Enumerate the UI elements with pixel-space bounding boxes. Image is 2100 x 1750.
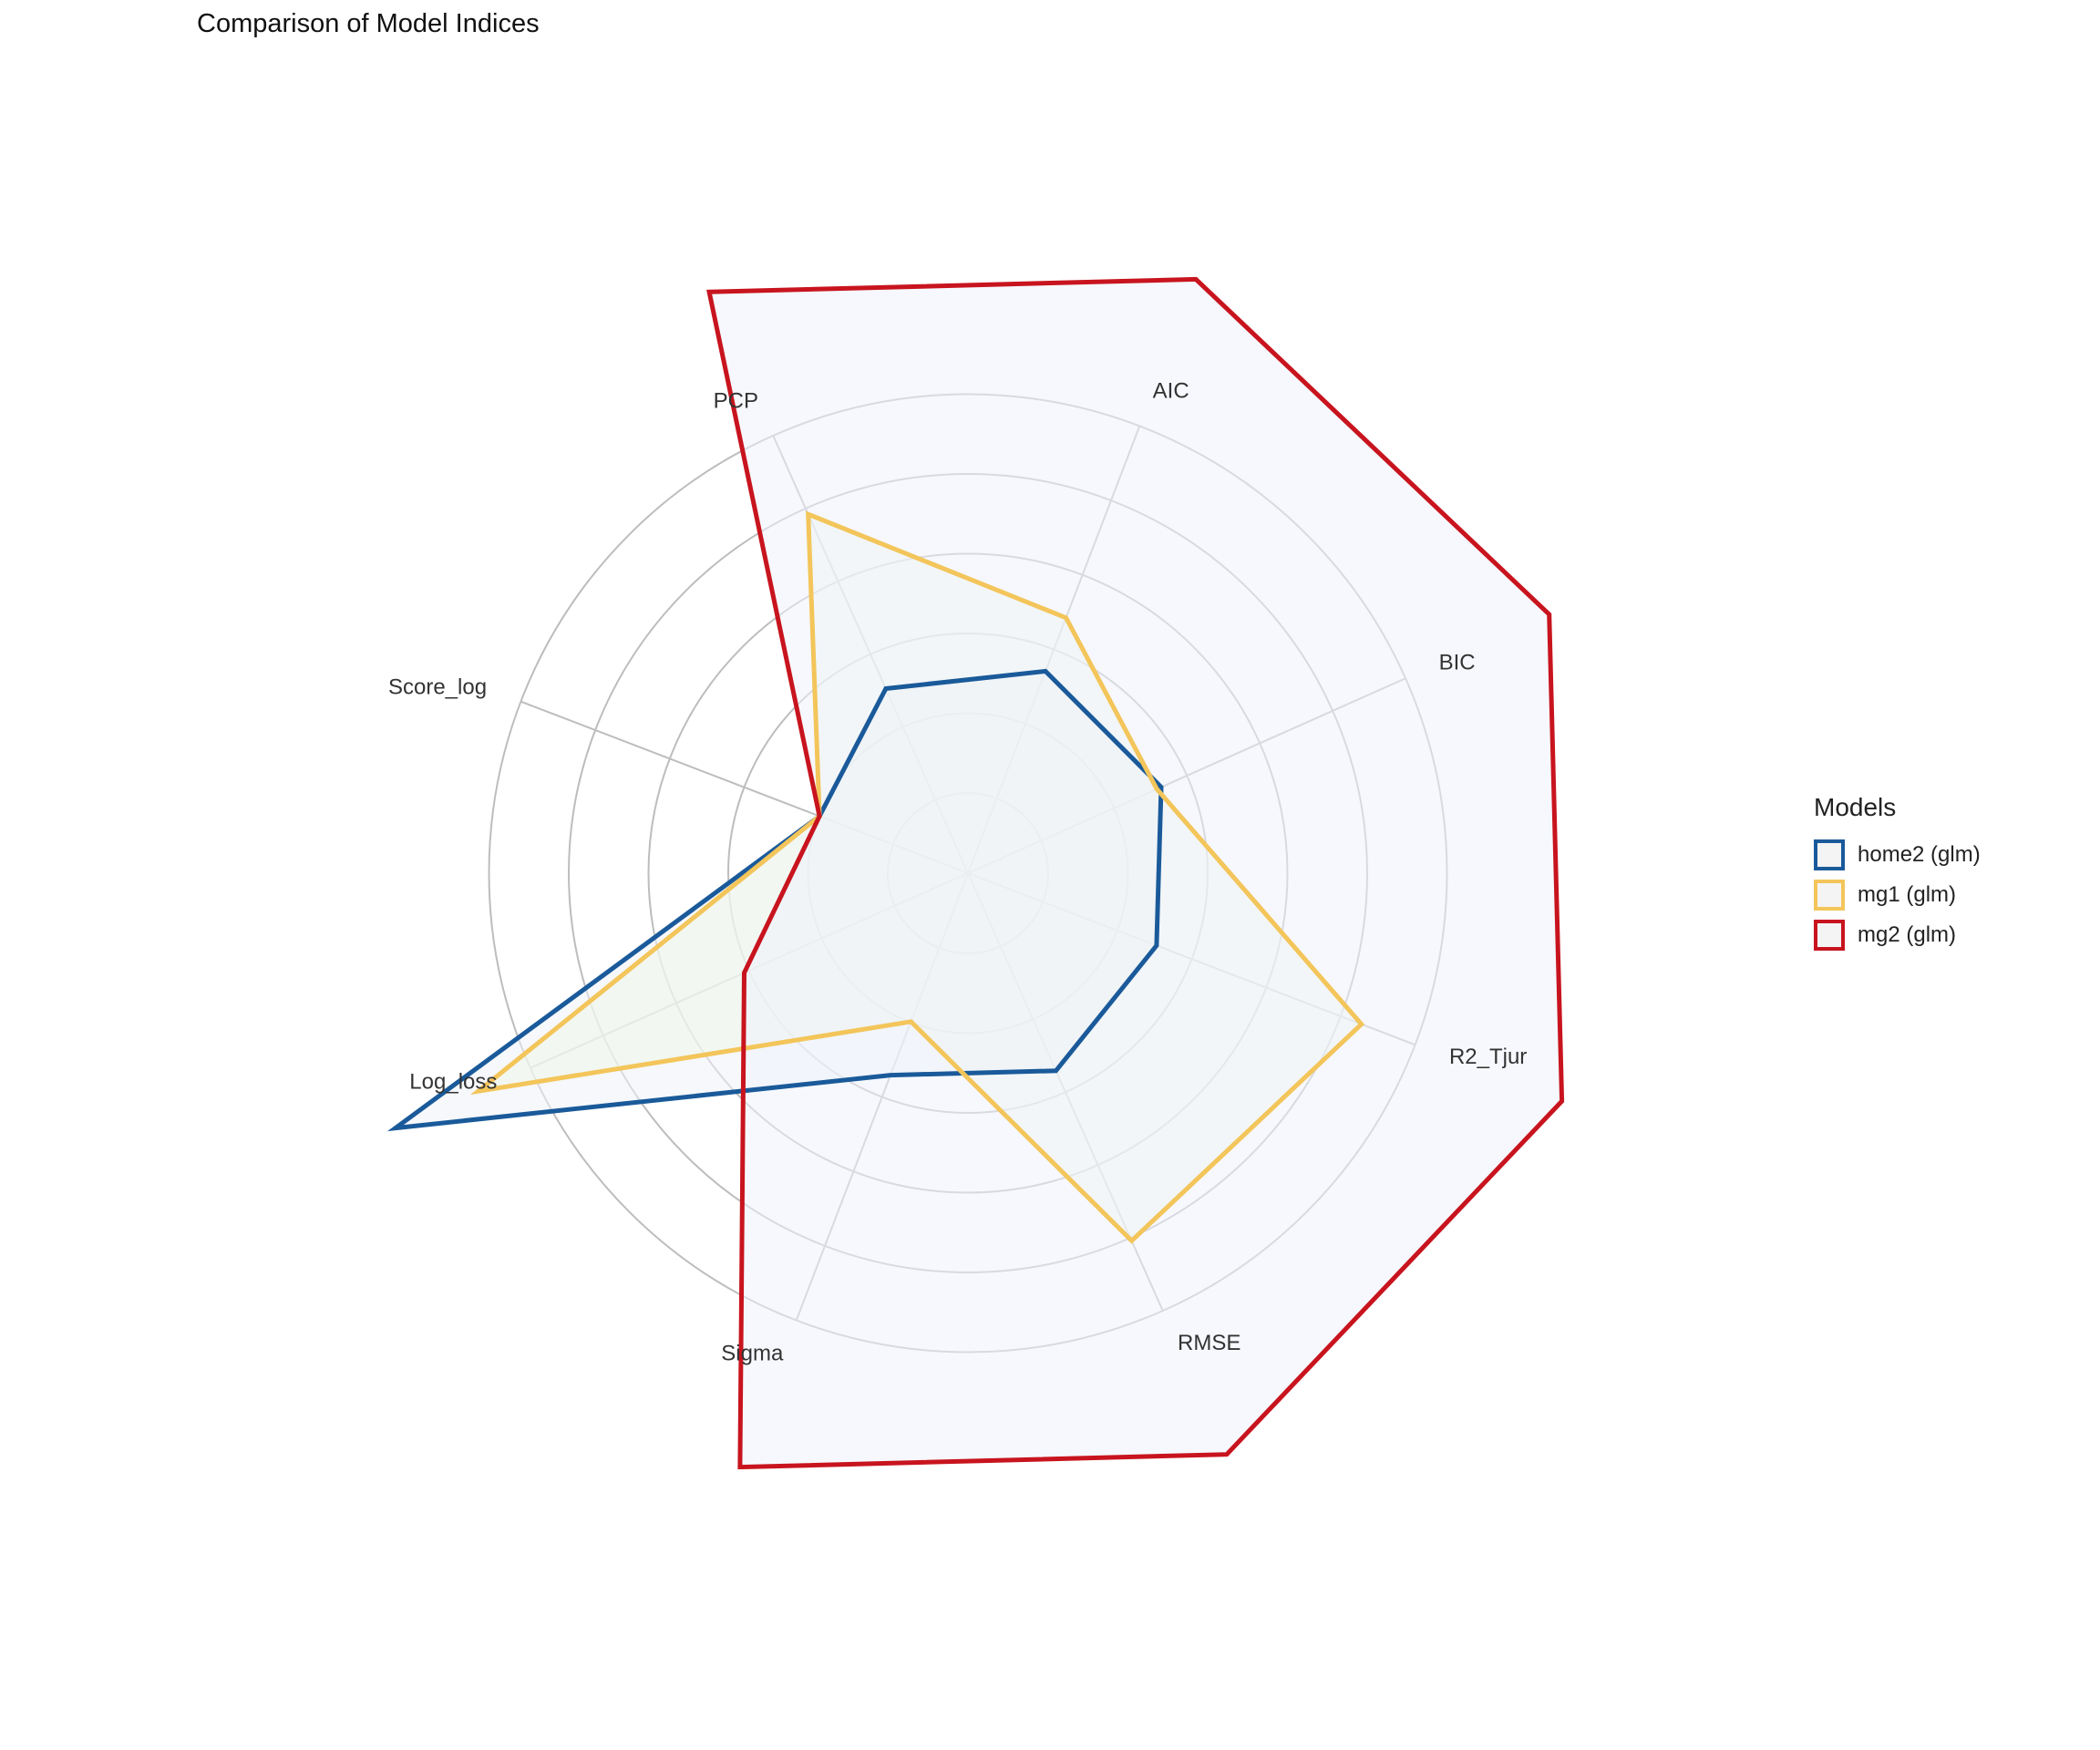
legend-title: Models: [1814, 793, 1897, 821]
axis-label-aic: AIC: [1153, 378, 1189, 403]
legend-item-home2: home2 (glm): [1814, 835, 1981, 875]
series-fill-mg2: [709, 279, 1562, 1467]
axis-label-bic: BIC: [1439, 650, 1476, 674]
axis-label-rmse: RMSE: [1178, 1331, 1240, 1355]
axis-label-pcp: PCP: [714, 389, 758, 414]
legend-label-mg2: mg2 (glm): [1858, 922, 1957, 947]
legend-label-home2: home2 (glm): [1858, 842, 1981, 867]
legend-key-home2: [1814, 839, 1845, 870]
legend-key-mg2: [1814, 920, 1845, 951]
legend-key-mg1: [1814, 880, 1845, 911]
legend-item-mg2: mg2 (glm): [1814, 915, 1981, 955]
series-line-mg2: [706, 276, 1565, 1470]
series-line-home2: [386, 668, 1164, 1132]
legend-item-mg1: mg1 (glm): [1814, 875, 1981, 915]
chart-title: Comparison of Model Indices: [197, 9, 540, 38]
legend-label-mg1: mg1 (glm): [1858, 882, 1957, 907]
series-lines: [386, 276, 1565, 1470]
axis-label-score-log: Score_log: [388, 675, 487, 700]
axis-label-log-loss: Log_loss: [409, 1069, 497, 1094]
axis-label-sigma: Sigma: [721, 1341, 784, 1365]
axis-labels: AIC BIC R2_Tjur RMSE Sigma Log_loss Score_log P…: [388, 378, 1527, 1365]
legend: Models home2 (glm) mg1 (glm) mg2 (glm): [1814, 793, 1981, 955]
series-fills: [395, 279, 1562, 1467]
series-line-mg1: [469, 510, 1365, 1244]
axis-label-r2-tjur: R2_Tjur: [1449, 1045, 1527, 1069]
